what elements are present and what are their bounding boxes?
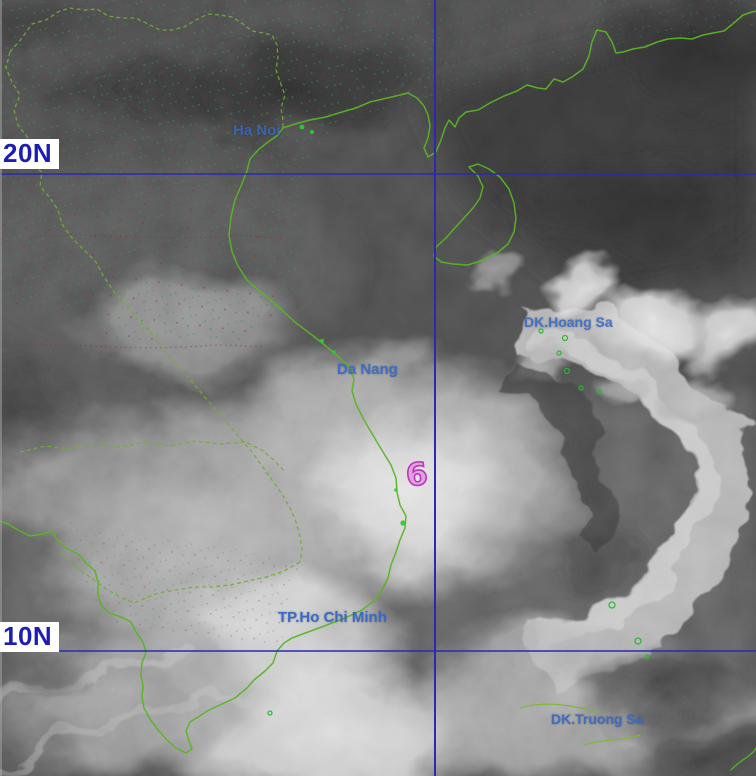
latitude-label-20n: 20N — [0, 139, 60, 169]
latitude-label-10n: 10N — [0, 622, 60, 652]
tropical-cyclone-icon: 6 — [403, 455, 430, 495]
place-label-danang: Da Nang — [337, 361, 398, 378]
coast-highlight-dots — [299, 124, 406, 526]
land-speckles — [0, 0, 756, 650]
left-edge-artifact — [0, 0, 2, 776]
place-label-truong-sa: DK.Truong Sa — [551, 711, 644, 727]
coastline-china — [282, 10, 756, 158]
coastlines — [0, 10, 756, 771]
coastline-vietnam — [0, 127, 407, 754]
place-label-hanoi: Ha Noi — [233, 122, 281, 139]
red-feature-lines — [0, 234, 284, 349]
coastline-hainan — [433, 163, 517, 266]
place-label-ho-chi-minh: TP.Ho Chi Minh — [278, 609, 387, 626]
island-marks — [267, 328, 650, 716]
place-label-hoang-sa: DK.Hoang Sa — [524, 314, 613, 330]
